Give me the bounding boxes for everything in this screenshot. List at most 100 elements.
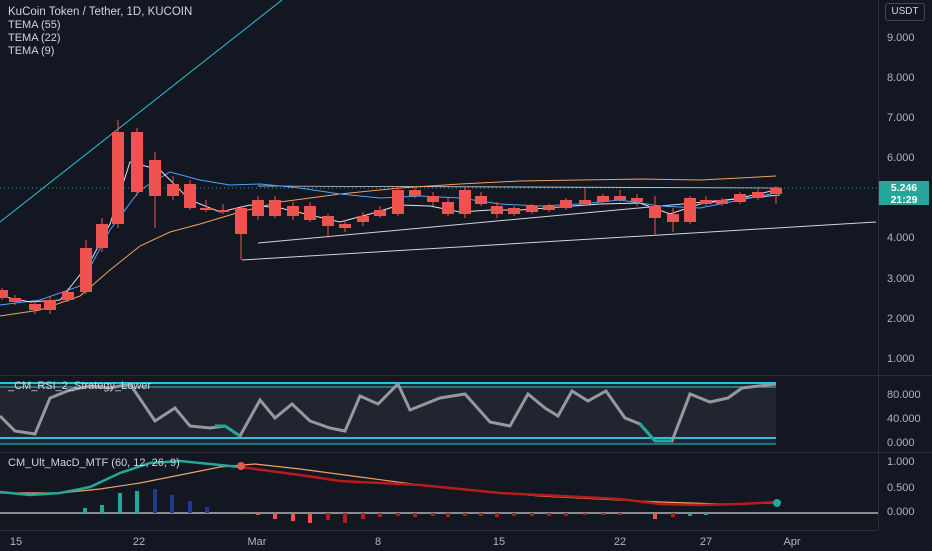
rsi-tick: 80.000 bbox=[887, 389, 921, 401]
countdown-value: 21:29 bbox=[890, 194, 918, 206]
price-tick: 6.000 bbox=[887, 152, 915, 164]
macd-histogram-bar bbox=[256, 513, 260, 515]
macd-histogram-bar bbox=[291, 513, 295, 521]
macd-histogram-bar bbox=[170, 495, 174, 513]
candle-body bbox=[252, 200, 264, 216]
rsi-axis[interactable]: 80.000 40.000 0.000 bbox=[878, 376, 932, 452]
macd-histogram-bar bbox=[688, 513, 692, 516]
candle-body bbox=[700, 200, 712, 204]
macd-tick: 0.500 bbox=[887, 482, 915, 494]
macd-histogram-bar bbox=[83, 508, 87, 513]
candle-body bbox=[9, 298, 21, 302]
candle-body bbox=[597, 196, 609, 202]
candle-body bbox=[649, 206, 661, 218]
price-tick: 3.000 bbox=[887, 273, 915, 285]
candle-body bbox=[304, 206, 316, 220]
candle-body bbox=[409, 190, 421, 196]
rsi-chart[interactable] bbox=[0, 376, 878, 452]
time-label: 15 bbox=[9, 536, 23, 548]
macd-histogram-bar bbox=[564, 513, 568, 516]
candle-body bbox=[322, 216, 334, 226]
macd-histogram-bar bbox=[361, 513, 365, 519]
trendline-upper bbox=[0, 0, 283, 223]
time-label: 15 bbox=[492, 536, 506, 548]
rsi-title[interactable]: _CM_RSI_2_Strategy_Lower bbox=[8, 380, 152, 392]
pane-separator[interactable] bbox=[0, 452, 932, 453]
candle-body bbox=[184, 184, 196, 208]
macd-histogram-bar bbox=[343, 513, 347, 523]
candle-body bbox=[269, 200, 281, 216]
candle-body bbox=[427, 196, 439, 202]
time-label: 8 bbox=[374, 536, 382, 548]
tema-55-line bbox=[0, 175, 777, 317]
time-label: 27 bbox=[699, 536, 713, 548]
currency-button[interactable]: USDT bbox=[885, 3, 925, 21]
macd-cross-marker bbox=[773, 499, 781, 507]
last-price-tag: 5.246 21:29 bbox=[879, 181, 929, 206]
macd-histogram-bar bbox=[601, 513, 605, 515]
macd-chart[interactable] bbox=[0, 453, 878, 531]
candle-body bbox=[149, 160, 161, 196]
candle-body bbox=[374, 210, 386, 216]
rsi-oversold-segment bbox=[638, 423, 672, 443]
macd-title[interactable]: CM_Ult_MacD_MTF (60, 12, 26, 9) bbox=[8, 457, 180, 469]
rsi-oversold-segment bbox=[215, 424, 241, 438]
candle-body bbox=[131, 132, 143, 192]
macd-tick: 0.000 bbox=[887, 506, 915, 518]
price-tick: 9.000 bbox=[887, 32, 915, 44]
macd-histogram-bar bbox=[396, 513, 400, 516]
time-label: Apr bbox=[783, 536, 801, 548]
candle-body bbox=[475, 196, 487, 204]
candle-body bbox=[96, 224, 108, 248]
indicator-tema-55[interactable]: TEMA (55) bbox=[8, 19, 61, 31]
candle-body bbox=[770, 188, 782, 194]
time-label: 22 bbox=[132, 536, 146, 548]
price-chart[interactable] bbox=[0, 0, 878, 375]
macd-histogram-bar bbox=[479, 513, 483, 516]
macd-histogram-bar bbox=[100, 505, 104, 513]
macd-histogram-bar bbox=[273, 513, 277, 519]
candle-body bbox=[667, 214, 679, 222]
macd-histogram bbox=[83, 489, 708, 523]
candle-body bbox=[62, 292, 74, 300]
price-tick: 7.000 bbox=[887, 112, 915, 124]
macd-line-up bbox=[0, 459, 241, 497]
rsi-tick: 0.000 bbox=[887, 437, 915, 449]
candle-body bbox=[235, 208, 247, 234]
macd-tick: 1.000 bbox=[887, 456, 915, 468]
macd-histogram-bar bbox=[653, 513, 657, 519]
candle-body bbox=[459, 190, 471, 214]
candle-body bbox=[287, 206, 299, 216]
macd-histogram-bar bbox=[704, 513, 708, 515]
last-price-value: 5.246 bbox=[890, 182, 918, 194]
candle-body bbox=[29, 304, 41, 310]
indicator-tema-22[interactable]: TEMA (22) bbox=[8, 32, 61, 44]
macd-histogram-bar bbox=[413, 513, 417, 517]
macd-axis[interactable]: 1.000 0.500 0.000 bbox=[878, 453, 932, 530]
candle-body bbox=[44, 300, 56, 310]
candle-body bbox=[442, 202, 454, 214]
macd-histogram-bar bbox=[446, 513, 450, 517]
time-axis[interactable]: 15 22 Mar 8 15 22 27 Apr bbox=[0, 530, 878, 551]
macd-histogram-bar bbox=[671, 513, 675, 517]
pane-separator[interactable] bbox=[0, 375, 932, 376]
chart-title[interactable]: KuCoin Token / Tether, 1D, KUCOIN bbox=[8, 6, 193, 18]
macd-histogram-bar bbox=[431, 513, 435, 516]
candle-body bbox=[392, 190, 404, 214]
trendline-support bbox=[241, 221, 877, 261]
macd-histogram-bar bbox=[530, 513, 534, 516]
macd-histogram-bar bbox=[583, 513, 587, 515]
candle-body bbox=[357, 216, 369, 222]
indicator-tema-9[interactable]: TEMA (9) bbox=[8, 45, 55, 57]
candle-body bbox=[579, 200, 591, 204]
macd-histogram-bar bbox=[378, 513, 382, 517]
candles bbox=[0, 120, 782, 314]
candle-body bbox=[167, 184, 179, 196]
price-tick: 2.000 bbox=[887, 313, 915, 325]
candle-body bbox=[614, 196, 626, 200]
candle-body bbox=[684, 198, 696, 222]
time-label: Mar bbox=[247, 536, 267, 548]
macd-histogram-bar bbox=[618, 513, 622, 515]
macd-histogram-bar bbox=[547, 513, 551, 516]
time-label: 22 bbox=[613, 536, 627, 548]
